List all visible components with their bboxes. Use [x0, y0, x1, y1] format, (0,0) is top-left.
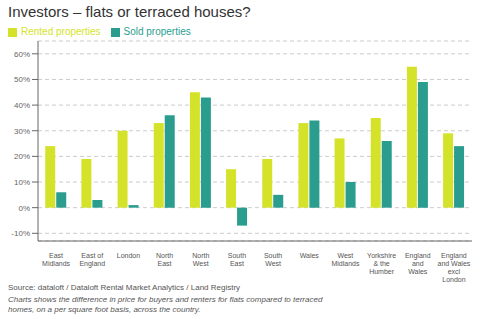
html-text:Rented properties: Rented properties: [21, 26, 101, 37]
svg-text:EnglandandWales: EnglandandWales: [405, 252, 431, 275]
svg-text:60%: 60%: [14, 50, 30, 59]
svg-text:SouthEast: SouthEast: [228, 252, 246, 267]
html-text:Investors – flats or terraced: Investors – flats or terraced houses?: [8, 3, 251, 20]
svg-text:Englandand WalesexclLondon: Englandand WalesexclLondon: [438, 252, 471, 283]
html-text:Charts shows the difference in: Charts shows the difference in price for…: [8, 295, 323, 314]
svg-text:London: London: [117, 252, 140, 259]
svg-text:10%: 10%: [14, 178, 30, 187]
svg-text:Wales: Wales: [300, 252, 320, 259]
svg-text:SouthWest: SouthWest: [264, 252, 282, 267]
svg-text:0%: 0%: [18, 204, 30, 213]
svg-text:Yorkshire& theHumber: Yorkshire& theHumber: [367, 252, 396, 275]
html-text:Source: dataloft / Dataloft Re: Source: dataloft / Dataloft Rental Marke…: [8, 283, 241, 292]
svg-text:20%: 20%: [14, 152, 30, 161]
svg-text:30%: 30%: [14, 127, 30, 136]
html-text:Sold properties: Sold properties: [123, 26, 191, 37]
svg-text:50%: 50%: [14, 75, 30, 84]
svg-text:WestMidlands: WestMidlands: [331, 252, 360, 267]
svg-text:-10%: -10%: [11, 229, 30, 238]
svg-text:40%: 40%: [14, 101, 30, 110]
svg-text:NorthEast: NorthEast: [156, 252, 173, 267]
svg-text:NorthWest: NorthWest: [192, 252, 209, 267]
svg-text:East ofEngland: East ofEngland: [79, 252, 105, 268]
svg-text:EastMidlands: EastMidlands: [42, 252, 71, 267]
